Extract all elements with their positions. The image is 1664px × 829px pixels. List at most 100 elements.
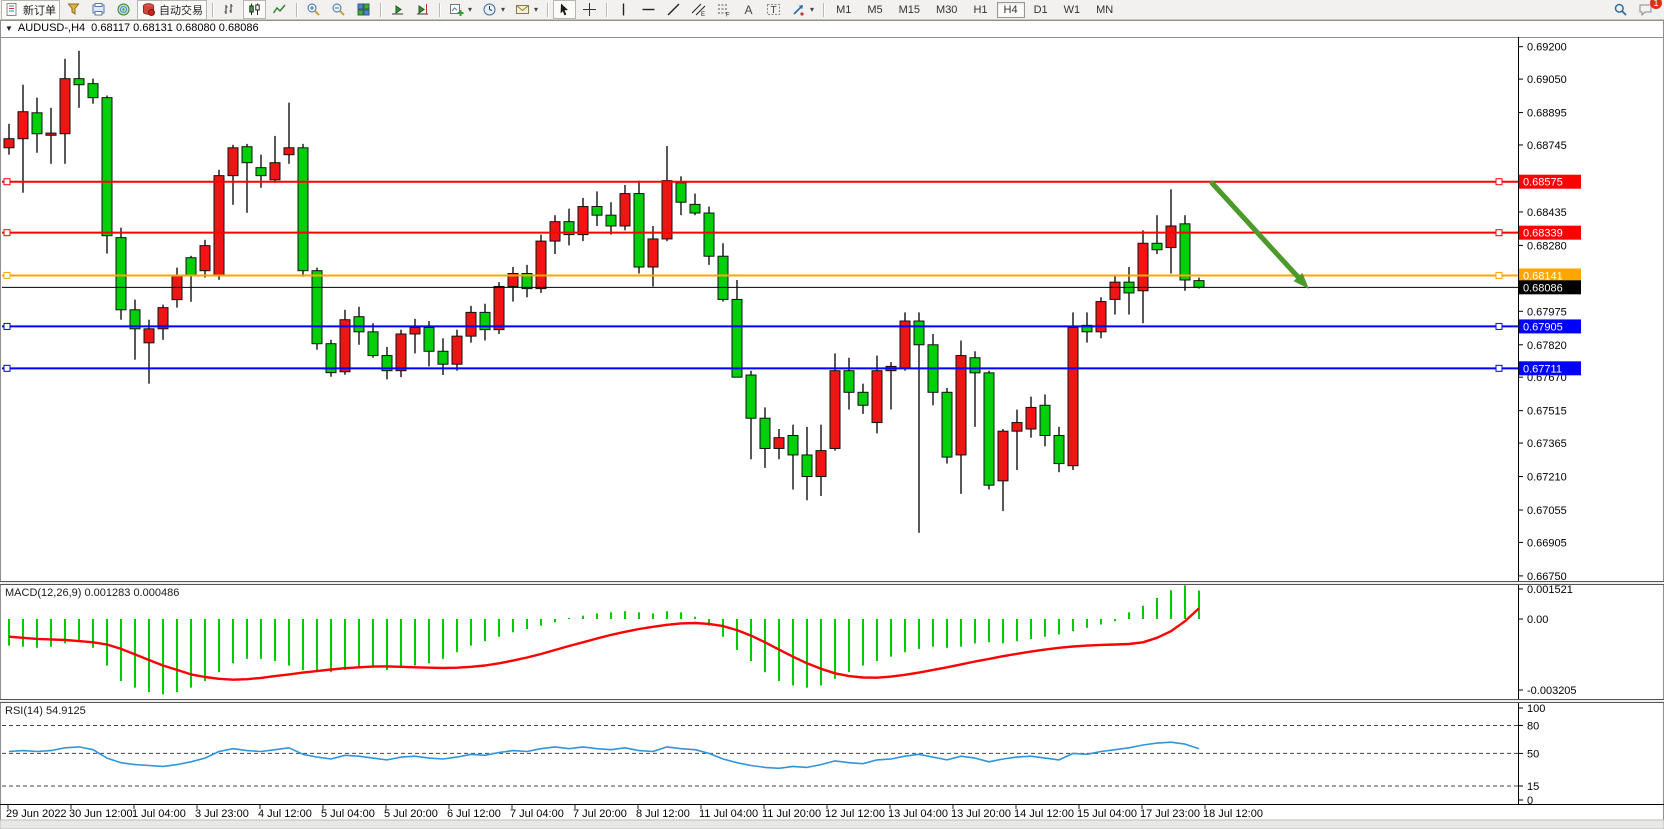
- svg-text:12 Jul 12:00: 12 Jul 12:00: [825, 808, 885, 820]
- crosshair-tool-button[interactable]: [578, 0, 601, 19]
- data-window-button[interactable]: [87, 0, 110, 19]
- bar-chart-button[interactable]: [218, 0, 241, 19]
- timeframe-button-M5[interactable]: M5: [867, 3, 883, 16]
- svg-text:0.68339: 0.68339: [1523, 228, 1563, 240]
- tile-windows-icon: [356, 2, 371, 17]
- cursor-icon: [557, 2, 572, 17]
- horizontal-line-tool-button[interactable]: [637, 0, 660, 19]
- svg-text:50: 50: [1527, 748, 1539, 760]
- notifications-button[interactable]: 1: [1634, 0, 1662, 19]
- line-handle: [3, 178, 11, 186]
- notification-badge: 1: [1650, 0, 1662, 9]
- arrows-tool-button[interactable]: ▾: [787, 0, 818, 19]
- horizontal-line-icon: [641, 2, 656, 17]
- candlestick-chart-button[interactable]: [243, 0, 266, 19]
- arrows-icon: [791, 2, 806, 17]
- svg-text:0.00: 0.00: [1527, 614, 1548, 626]
- price-lines[interactable]: 0.68575 0.68339 0.68141 0.67905 0.67711 0.680…: [2, 174, 1581, 376]
- svg-text:-0.003205: -0.003205: [1527, 685, 1577, 697]
- trend-arrow-annotation[interactable]: [1209, 180, 1309, 289]
- line-handle: [3, 271, 11, 279]
- new-order-icon: [5, 2, 20, 17]
- text-label-icon: T: [766, 2, 781, 17]
- svg-text:7 Jul 20:00: 7 Jul 20:00: [573, 808, 627, 820]
- svg-text:11 Jul 04:00: 11 Jul 04:00: [699, 808, 758, 820]
- svg-text:0: 0: [1527, 795, 1533, 807]
- tile-windows-button[interactable]: [352, 0, 375, 19]
- price-scale[interactable]: 0.69200 0.69050 0.68895 0.68745 0.68435 0.682…: [1518, 42, 1567, 583]
- timeframe-button-M30[interactable]: M30: [936, 3, 958, 16]
- news-button[interactable]: [112, 0, 135, 19]
- zoom-out-button[interactable]: [327, 0, 350, 19]
- vertical-line-tool-button[interactable]: [612, 0, 635, 19]
- timeframe-button-H4[interactable]: H4: [996, 1, 1025, 18]
- chart-shift-button[interactable]: [411, 0, 434, 19]
- trendline-tool-button[interactable]: [662, 0, 685, 19]
- channel-tool-button[interactable]: E: [687, 0, 710, 19]
- text-tool-button[interactable]: A: [737, 0, 760, 19]
- svg-text:14 Jul 12:00: 14 Jul 12:00: [1014, 808, 1074, 820]
- separator: [823, 2, 825, 17]
- timeframe-button-M15[interactable]: M15: [898, 3, 921, 16]
- rsi-pane: 100 80 50 15 0: [2, 703, 1545, 807]
- svg-text:0.67905: 0.67905: [1523, 321, 1563, 333]
- chart-title-bar[interactable]: ▼ AUDUSD-,H4 0.68117 0.68131 0.68080 0.680…: [5, 22, 259, 36]
- label-tool-button[interactable]: T: [762, 0, 785, 19]
- svg-text:15: 15: [1527, 781, 1539, 793]
- line-handle: [1495, 178, 1503, 186]
- equidistant-channel-icon: E: [691, 2, 706, 18]
- timeframe-button-H1[interactable]: H1: [973, 3, 988, 16]
- new-order-button[interactable]: 新订单: [1, 0, 60, 20]
- timeframe-button-D1[interactable]: D1: [1033, 3, 1048, 16]
- svg-text:0.68895: 0.68895: [1527, 108, 1567, 120]
- line-chart-button[interactable]: [268, 0, 291, 19]
- window-menu-icon[interactable]: ▼: [5, 24, 13, 33]
- timeframe-button-MN[interactable]: MN: [1096, 3, 1114, 16]
- trendline-icon: [666, 2, 681, 17]
- toolbar: 新订单 自动交易 ▾ ▾ ▾ E F A T ▾ M1 M5 M15 M30 H1 H4 D…: [0, 0, 1664, 20]
- svg-text:0.67055: 0.67055: [1527, 505, 1567, 517]
- template-icon: [515, 2, 530, 17]
- svg-text:0.67820: 0.67820: [1527, 340, 1567, 352]
- profiles-button[interactable]: [62, 0, 85, 19]
- timeframe-button-W1[interactable]: W1: [1063, 3, 1081, 16]
- zoom-out-icon: [331, 2, 346, 17]
- svg-text:0.67210: 0.67210: [1527, 472, 1567, 484]
- chart-canvas[interactable]: 0.69200 0.69050 0.68895 0.68745 0.68435 0.682…: [0, 20, 1664, 829]
- time-axis[interactable]: 29 Jun 2022 30 Jun 12:00 1 Jul 04:00 3 Jul …: [6, 805, 1263, 820]
- search-button[interactable]: [1609, 0, 1632, 19]
- chevron-down-icon: ▾: [501, 5, 506, 14]
- new-chart-button[interactable]: ▾: [445, 0, 476, 19]
- templates-button[interactable]: ▾: [511, 0, 542, 19]
- chevron-down-icon: ▾: [468, 5, 473, 14]
- bottom-strip: [0, 819, 1664, 829]
- svg-text:1 Jul 04:00: 1 Jul 04:00: [132, 808, 186, 820]
- svg-text:0.68435: 0.68435: [1527, 207, 1567, 219]
- fibonacci-tool-button[interactable]: F: [712, 0, 735, 19]
- periods-button[interactable]: ▾: [478, 0, 509, 19]
- zoom-in-icon: [306, 2, 321, 17]
- chart-area[interactable]: 0.69200 0.69050 0.68895 0.68745 0.68435 0.682…: [0, 20, 1664, 829]
- chart-symbol-period: AUDUSD-,H4: [17, 22, 86, 34]
- fibonacci-icon: F: [716, 2, 731, 19]
- svg-text:100: 100: [1527, 703, 1545, 715]
- chart-ohlc-values: 0.68117 0.68131 0.68080 0.68086: [91, 22, 259, 34]
- timeframe-button-M1[interactable]: M1: [836, 3, 852, 16]
- line-handle: [1495, 271, 1503, 279]
- auto-scroll-icon: [390, 2, 405, 17]
- svg-text:0.67365: 0.67365: [1527, 438, 1567, 450]
- chart-shift-icon: [415, 2, 430, 17]
- zoom-in-button[interactable]: [302, 0, 325, 19]
- svg-text:0.67711: 0.67711: [1523, 363, 1562, 375]
- auto-scroll-button[interactable]: [386, 0, 409, 19]
- svg-text:A: A: [745, 3, 753, 17]
- svg-text:15 Jul 04:00: 15 Jul 04:00: [1077, 808, 1137, 820]
- funnel-icon: [66, 2, 81, 17]
- new-order-label: 新订单: [23, 4, 56, 17]
- cursor-tool-button[interactable]: [553, 0, 577, 19]
- autotrading-button[interactable]: 自动交易: [137, 0, 207, 20]
- globe-icon: [116, 2, 131, 17]
- candlestick-icon: [247, 2, 262, 17]
- chevron-down-icon: ▾: [810, 5, 815, 14]
- macd-pane: 0.001521 0.00 -0.003205: [8, 584, 1577, 697]
